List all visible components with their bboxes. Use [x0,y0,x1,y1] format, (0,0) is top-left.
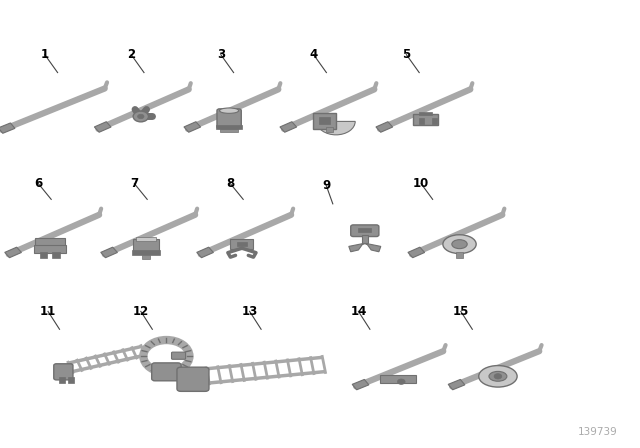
Text: 11: 11 [40,305,56,318]
FancyBboxPatch shape [217,109,241,129]
Text: 1: 1 [41,48,49,61]
Polygon shape [448,379,465,390]
Ellipse shape [489,371,507,381]
FancyBboxPatch shape [133,239,159,251]
FancyBboxPatch shape [177,367,209,392]
FancyBboxPatch shape [172,352,186,359]
Polygon shape [100,247,117,258]
Text: 12: 12 [132,305,149,318]
Text: 8: 8 [227,177,234,190]
Text: 9: 9 [323,179,330,193]
Polygon shape [349,243,367,252]
Text: 2: 2 [127,48,135,61]
FancyBboxPatch shape [54,364,73,380]
Polygon shape [0,123,15,134]
Text: 139739: 139739 [578,427,618,437]
Text: 5: 5 [403,48,410,61]
FancyBboxPatch shape [136,237,156,241]
Ellipse shape [452,240,467,249]
Wedge shape [317,121,355,135]
FancyBboxPatch shape [237,242,247,246]
Polygon shape [363,243,381,252]
FancyBboxPatch shape [230,239,253,249]
Polygon shape [196,247,213,258]
FancyBboxPatch shape [358,228,371,232]
Circle shape [494,374,502,379]
FancyBboxPatch shape [419,118,424,124]
FancyBboxPatch shape [326,127,333,132]
Polygon shape [4,247,21,258]
Circle shape [138,114,144,119]
Polygon shape [352,379,369,390]
Polygon shape [94,122,111,132]
FancyBboxPatch shape [34,245,66,253]
Circle shape [133,111,148,122]
FancyBboxPatch shape [152,363,181,381]
Text: 10: 10 [413,177,429,190]
Ellipse shape [479,366,517,387]
Ellipse shape [220,108,239,113]
FancyBboxPatch shape [456,252,463,258]
Ellipse shape [443,235,476,254]
Text: 3: 3 [217,48,225,61]
Text: 6: 6 [35,177,42,190]
FancyBboxPatch shape [40,252,47,258]
Text: 14: 14 [350,305,367,318]
FancyBboxPatch shape [319,117,330,124]
FancyBboxPatch shape [419,112,432,115]
FancyBboxPatch shape [351,225,379,237]
Text: 4: 4 [310,48,317,61]
FancyBboxPatch shape [380,375,416,383]
FancyBboxPatch shape [313,113,336,129]
Text: 7: 7 [131,177,138,190]
FancyBboxPatch shape [59,377,65,383]
FancyBboxPatch shape [432,118,437,124]
Text: 15: 15 [452,305,469,318]
FancyBboxPatch shape [216,125,242,129]
Polygon shape [408,247,424,258]
Text: 13: 13 [241,305,258,318]
FancyBboxPatch shape [52,252,60,258]
Polygon shape [376,122,392,132]
FancyBboxPatch shape [142,255,150,259]
FancyBboxPatch shape [220,129,238,132]
FancyBboxPatch shape [132,250,160,255]
Polygon shape [280,122,296,132]
FancyBboxPatch shape [35,238,65,246]
FancyBboxPatch shape [68,377,74,383]
Polygon shape [184,122,200,132]
FancyBboxPatch shape [413,114,438,125]
Circle shape [397,379,405,384]
FancyBboxPatch shape [362,235,368,243]
